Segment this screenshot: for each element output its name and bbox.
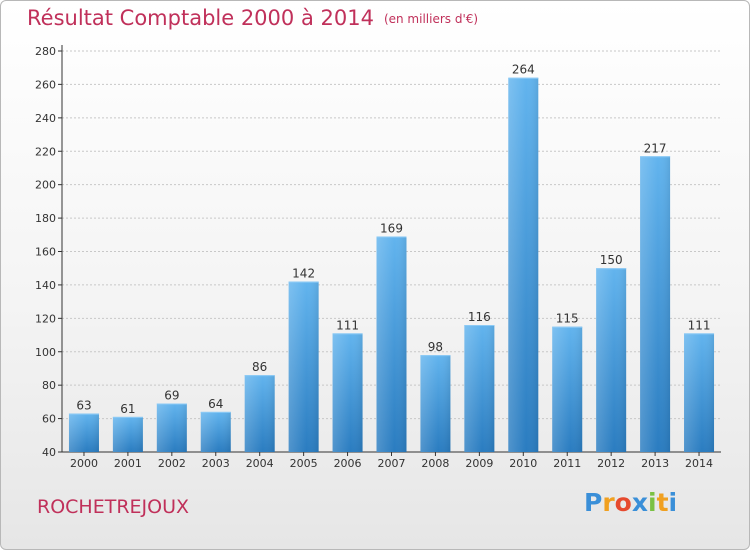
x-tick-label: 2008 (421, 457, 449, 470)
bar-highlight (244, 375, 275, 452)
x-tick-label: 2001 (114, 457, 142, 470)
y-tick-label: 120 (35, 312, 56, 325)
logo-letter: i (648, 488, 657, 517)
bar-value-label: 217 (644, 141, 667, 155)
bar-highlight (112, 416, 143, 452)
y-tick-label: 160 (35, 246, 56, 259)
bar-value-label: 98 (428, 340, 443, 354)
bar-value-label: 116 (468, 310, 491, 324)
bar-highlight (508, 77, 539, 452)
y-tick-label: 40 (42, 446, 56, 459)
logo-letter: r (602, 488, 615, 517)
x-tick-label: 2013 (641, 457, 669, 470)
y-tick-label: 180 (35, 212, 56, 225)
x-tick-label: 2010 (509, 457, 537, 470)
x-tick-label: 2004 (246, 457, 274, 470)
bar-highlight (200, 411, 231, 452)
bar-highlight (156, 403, 187, 452)
x-tick-label: 2002 (158, 457, 186, 470)
bar-value-label: 61 (120, 402, 135, 416)
bar-highlight (684, 333, 715, 452)
y-tick-label: 260 (35, 78, 56, 91)
x-tick-label: 2011 (553, 457, 581, 470)
bar-highlight (464, 325, 495, 452)
y-tick-label: 240 (35, 112, 56, 125)
bar-value-label: 150 (600, 253, 623, 267)
chart-title: Résultat Comptable 2000 à 2014 (en millie… (27, 6, 478, 30)
value-labels: 63 61 69 64 86 142 111 169 98 116 264 115 150 217 111 (76, 63, 710, 416)
bar-value-label: 264 (512, 63, 535, 77)
x-tick-label: 2003 (202, 457, 230, 470)
x-tick-label: 2005 (290, 457, 318, 470)
bar-value-label: 64 (208, 397, 223, 411)
bar-highlight (68, 413, 99, 452)
bar-highlight (596, 268, 627, 452)
bars (68, 77, 715, 452)
bar-value-label: 69 (164, 389, 179, 403)
x-tick-label: 2006 (334, 457, 362, 470)
y-tick-label: 140 (35, 279, 56, 292)
y-tick-label: 200 (35, 179, 56, 192)
proxiti-logo[interactable]: Proxiti (584, 488, 677, 517)
logo-letter: P (584, 488, 603, 517)
logo-letter: i (668, 488, 678, 517)
bar-value-label: 111 (336, 318, 359, 332)
bar-highlight (332, 333, 363, 452)
x-tick-label: 2000 (70, 457, 98, 470)
logo-letter: o (614, 488, 632, 517)
axes: 40 60 80 100 120 140 160 180 200 220 240 260 280 2000… (35, 45, 721, 470)
commune-name: ROCHETREJOUX (37, 496, 190, 518)
x-tick-label: 2007 (378, 457, 406, 470)
bar-highlight (552, 326, 583, 452)
x-tick-label: 2014 (685, 457, 713, 470)
chart-unit-label: (en milliers d'€) (383, 12, 479, 26)
y-tick-label: 80 (42, 379, 56, 392)
x-tick-label: 2012 (597, 457, 625, 470)
logo-letter: t (656, 488, 669, 517)
bar-highlight (640, 156, 671, 452)
bar-value-label: 142 (292, 267, 315, 281)
bar-highlight (376, 236, 407, 452)
y-tick-label: 60 (42, 413, 56, 426)
bar-highlight (420, 355, 451, 452)
bar-highlight (288, 281, 319, 452)
y-tick-label: 280 (35, 45, 56, 58)
x-tick-label: 2009 (465, 457, 493, 470)
y-tick-label: 100 (35, 346, 56, 359)
bar-value-label: 63 (76, 399, 91, 413)
logo-letter: x (631, 488, 648, 517)
bar-value-label: 111 (688, 318, 711, 332)
bar-value-label: 115 (556, 312, 579, 326)
bar-value-label: 86 (252, 360, 267, 374)
y-tick-label: 220 (35, 145, 56, 158)
bar-value-label: 169 (380, 221, 403, 235)
chart-title-text: Résultat Comptable 2000 à 2014 (27, 6, 374, 30)
